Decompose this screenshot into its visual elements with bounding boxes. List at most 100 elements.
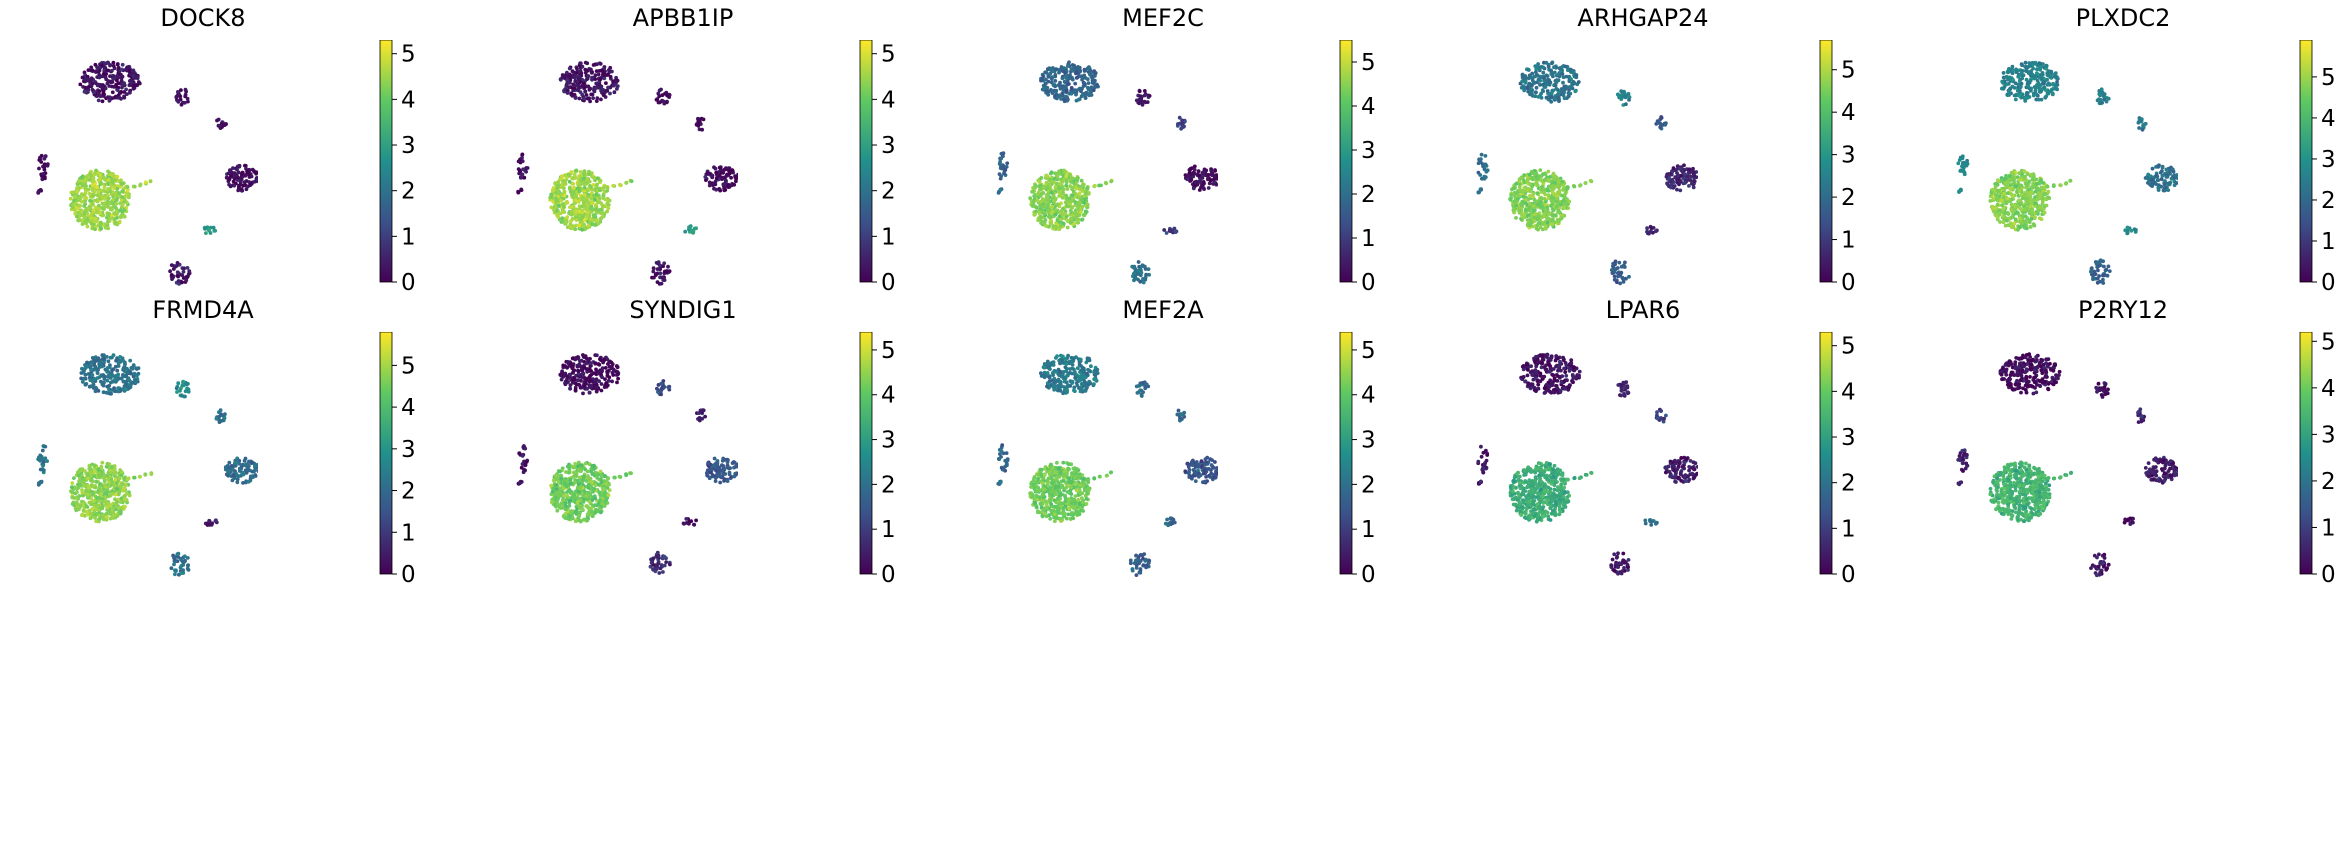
cell-point xyxy=(94,168,98,173)
cell-point xyxy=(567,179,572,184)
cell-point xyxy=(114,85,119,89)
colorbar-tick-label: 5 xyxy=(401,42,416,68)
cell-point xyxy=(2027,220,2032,225)
cell-point xyxy=(131,74,136,78)
cell-point xyxy=(86,68,91,72)
cell-point xyxy=(707,180,712,185)
cluster-right-small xyxy=(2136,116,2148,132)
cell-point xyxy=(1533,212,1537,217)
cell-point xyxy=(727,171,732,176)
cell-point xyxy=(2004,82,2008,87)
cell-point xyxy=(114,206,119,211)
cell-point xyxy=(1038,193,1043,198)
cell-point xyxy=(2033,215,2037,220)
cell-point xyxy=(222,123,227,127)
cell-point xyxy=(1083,209,1088,214)
cell-point xyxy=(1064,89,1069,93)
cell-point xyxy=(1069,67,1074,71)
cell-point xyxy=(1511,208,1516,213)
cell-point xyxy=(2029,185,2034,190)
cell-point xyxy=(89,367,94,372)
cell-point xyxy=(1539,95,1544,100)
cell-point xyxy=(1189,172,1194,177)
cell-point xyxy=(168,269,173,274)
cluster-top-mid xyxy=(1134,88,1152,107)
cell-point xyxy=(1531,209,1536,213)
cell-point xyxy=(122,94,126,99)
cell-point xyxy=(2011,225,2016,230)
cell-point xyxy=(213,228,218,233)
cell-point xyxy=(582,193,587,197)
cell-point xyxy=(1051,82,1056,87)
cell-point xyxy=(186,99,190,104)
cell-point xyxy=(102,189,107,194)
cell-point xyxy=(1065,187,1070,191)
cell-point xyxy=(2028,198,2033,203)
cell-point xyxy=(1962,172,1967,177)
cell-point xyxy=(1209,168,1214,173)
cell-point xyxy=(1053,73,1058,77)
cell-point xyxy=(588,86,592,91)
cell-point xyxy=(525,166,530,170)
cell-point xyxy=(1200,176,1205,180)
cell-point xyxy=(2034,182,2039,186)
cell-point xyxy=(1077,195,1082,200)
cell-point xyxy=(176,92,181,97)
cell-point xyxy=(566,85,571,90)
cell-point xyxy=(1073,81,1078,86)
cell-point xyxy=(1545,210,1549,215)
cell-point xyxy=(2102,264,2106,269)
cell-point xyxy=(576,200,581,204)
cell-point xyxy=(1521,73,1525,78)
cell-point xyxy=(1142,93,1147,98)
cell-point xyxy=(1162,228,1167,232)
cell-point xyxy=(1956,161,1961,166)
colorbar-gradient xyxy=(379,40,393,283)
cell-point xyxy=(105,201,110,206)
cell-point xyxy=(85,360,89,365)
cell-point xyxy=(2010,182,2015,187)
cluster-top-left xyxy=(79,353,141,396)
colorbar-tick-label: 0 xyxy=(1361,270,1376,296)
cell-point xyxy=(1057,169,1061,174)
cell-point xyxy=(516,190,521,195)
cell-point xyxy=(1536,95,1541,99)
cell-point xyxy=(1675,187,1679,192)
cell-point xyxy=(2162,182,2167,187)
cell-point xyxy=(1044,195,1049,200)
cell-point xyxy=(1542,212,1546,217)
cell-point xyxy=(1050,204,1055,209)
cell-point xyxy=(1677,166,1682,171)
cell-point xyxy=(1995,189,2000,193)
cell-point xyxy=(2040,71,2045,75)
cell-point xyxy=(1032,186,1036,191)
cell-point xyxy=(118,201,122,206)
cell-point xyxy=(102,72,106,76)
cell-point xyxy=(663,269,667,274)
cell-point xyxy=(1568,69,1573,73)
cell-point xyxy=(1563,191,1568,196)
cell-point xyxy=(656,261,660,266)
cell-point xyxy=(1547,97,1552,102)
cell-point xyxy=(180,273,185,278)
cell-point xyxy=(1033,183,1038,188)
cell-point xyxy=(559,220,564,224)
cell-point xyxy=(2017,178,2022,182)
cell-point xyxy=(1519,85,1524,90)
cluster-top-left xyxy=(2000,60,2060,103)
cell-point xyxy=(99,226,103,231)
cell-point xyxy=(570,226,575,230)
cell-point xyxy=(1059,97,1063,101)
cell-point xyxy=(108,79,113,84)
cell-point xyxy=(520,172,525,177)
cell-point xyxy=(578,69,583,74)
cell-point xyxy=(2008,221,2013,226)
cell-point xyxy=(2017,171,2022,176)
cell-point xyxy=(1140,102,1145,107)
colorbar-tick-label: 1 xyxy=(2321,229,2336,255)
cell-point xyxy=(107,384,111,388)
cell-point xyxy=(110,216,115,221)
cell-point xyxy=(2014,70,2019,75)
cell-point xyxy=(2034,177,2039,182)
